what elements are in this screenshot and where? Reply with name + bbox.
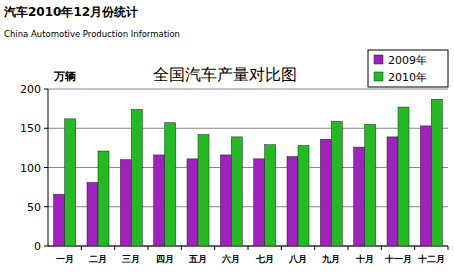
x-tick	[248, 246, 249, 250]
bars	[54, 99, 443, 246]
bar	[287, 157, 298, 246]
bar	[420, 126, 431, 246]
y-tick	[44, 167, 48, 168]
bar	[398, 107, 409, 246]
x-tick	[281, 246, 282, 250]
bar	[365, 124, 376, 246]
grid-line	[48, 128, 448, 129]
legend-label: 2010年	[388, 71, 427, 84]
bar	[198, 135, 209, 246]
bar	[131, 109, 142, 246]
bar	[87, 182, 98, 246]
x-tick-label: 七月	[255, 254, 274, 264]
bar	[154, 155, 165, 246]
x-tick-label: 十月	[355, 254, 374, 264]
bar	[298, 146, 309, 246]
bar	[165, 123, 176, 246]
y-tick	[44, 128, 48, 129]
root: 汽车2010年12月份统计 China Automotive Production…	[0, 0, 454, 278]
x-tick-label: 一月	[56, 254, 74, 264]
legend-swatch	[374, 72, 383, 81]
y-tick-label: 100	[20, 162, 41, 175]
bar	[320, 139, 331, 246]
grid-line	[48, 89, 448, 90]
x-tick	[181, 246, 182, 250]
bar	[265, 145, 276, 246]
y-axis-label: 万辆	[53, 70, 76, 83]
x-tick-label: 三月	[122, 254, 140, 264]
y-tick	[44, 246, 48, 247]
y-tick-label: 150	[20, 122, 41, 135]
bar	[187, 159, 198, 246]
x-tick	[114, 246, 115, 250]
y-tick-label: 200	[20, 83, 41, 96]
legend-label: 2009年	[388, 54, 427, 67]
chart: 汽车2010年12月份统计 China Automotive Production…	[0, 0, 454, 278]
x-tick-label: 四月	[156, 254, 174, 264]
chart-title: 全国汽车产量对比图	[153, 65, 297, 84]
legend-swatch	[374, 55, 383, 64]
x-tick	[414, 246, 415, 250]
x-tick	[448, 246, 449, 250]
x-tick	[314, 246, 315, 250]
y-tick	[44, 206, 48, 207]
x-tick	[214, 246, 215, 250]
bar	[387, 137, 398, 246]
y-tick-label: 50	[27, 201, 41, 214]
x-tick-label: 九月	[321, 254, 340, 264]
bar	[254, 159, 265, 246]
bar	[65, 119, 76, 246]
legend-box	[368, 50, 448, 87]
bar	[120, 160, 131, 246]
bar	[354, 147, 365, 246]
x-tick-label: 六月	[221, 254, 240, 264]
x-tick	[381, 246, 382, 250]
x-tick-label: 五月	[188, 254, 207, 264]
bar	[220, 155, 231, 246]
x-tick	[348, 246, 349, 250]
bar	[231, 137, 242, 246]
y-tick-label: 0	[34, 240, 41, 253]
header-title: 汽车2010年12月份统计	[3, 5, 138, 19]
y-tick	[44, 89, 48, 90]
y-axis	[48, 89, 49, 246]
bar	[331, 121, 342, 246]
x-tick	[81, 246, 82, 250]
x-tick	[148, 246, 149, 250]
bar	[431, 99, 442, 246]
header-subtitle: China Automotive Production Information	[4, 29, 180, 39]
x-tick-label: 十一月	[384, 254, 412, 264]
x-tick-label: 二月	[89, 254, 107, 264]
x-tick-label: 十二月	[417, 254, 445, 264]
bar	[98, 151, 109, 246]
bar	[54, 194, 65, 246]
x-tick-label: 八月	[288, 254, 307, 264]
